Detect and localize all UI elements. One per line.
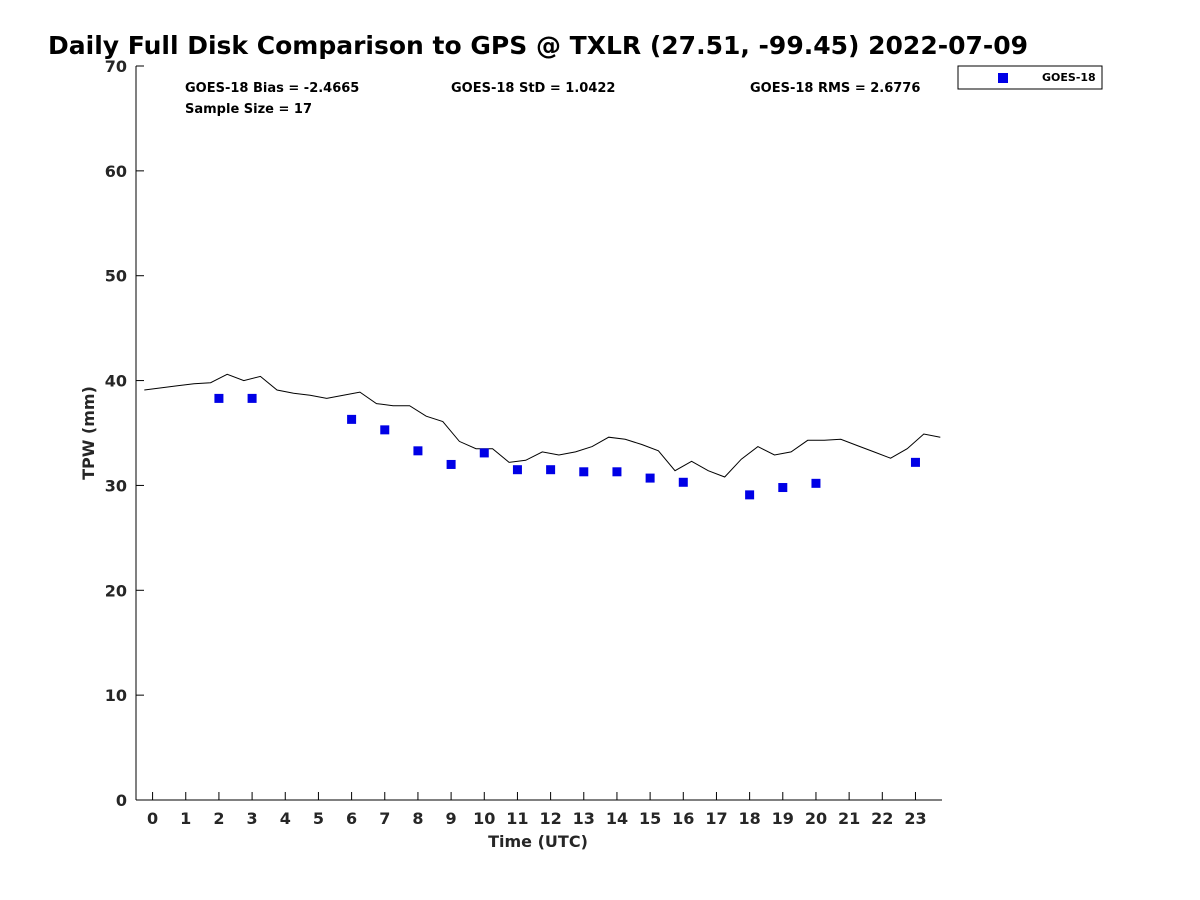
goes18-point <box>811 478 821 488</box>
y-tick-label: 30 <box>105 476 127 495</box>
bias-stat: GOES-18 Bias = -2.4665 <box>185 81 359 96</box>
x-tick-label: 1 <box>180 809 191 828</box>
goes18-point <box>446 459 456 469</box>
goes18-point <box>546 465 556 475</box>
legend-label: GOES-18 <box>1042 71 1096 84</box>
y-tick-label: 60 <box>105 162 127 181</box>
x-tick-label: 20 <box>805 809 827 828</box>
y-tick-label: 40 <box>105 372 127 391</box>
y-tick-label: 70 <box>105 57 127 76</box>
goes18-point <box>579 467 589 477</box>
y-tick-label: 10 <box>105 686 127 705</box>
goes18-point <box>247 393 257 403</box>
x-ticks: 0 1 2 3 4 5 6 7 8 9 10 11 12 13 14 15 16 17 18 19 20 21 22 23 <box>147 792 927 828</box>
x-tick-label: 9 <box>446 809 457 828</box>
gps-line-series <box>144 373 941 478</box>
rms-stat: GOES-18 RMS = 2.6776 <box>750 81 920 96</box>
x-tick-label: 14 <box>606 809 628 828</box>
goes18-point <box>910 457 920 467</box>
goes18-point <box>347 414 357 424</box>
goes18-point <box>645 473 655 483</box>
goes18-point <box>745 490 755 500</box>
x-tick-label: 10 <box>473 809 495 828</box>
goes18-point <box>380 425 390 435</box>
x-tick-label: 4 <box>280 809 291 828</box>
goes18-point <box>479 448 489 458</box>
x-tick-label: 11 <box>506 809 528 828</box>
y-ticks: 0 10 20 30 40 50 60 70 <box>105 57 144 810</box>
legend: GOES-18 <box>957 65 1103 90</box>
y-tick-label: 20 <box>105 581 127 600</box>
goes18-point <box>612 467 622 477</box>
x-tick-label: 16 <box>672 809 694 828</box>
x-tick-label: 21 <box>838 809 860 828</box>
gps-line <box>144 373 941 478</box>
x-tick-label: 23 <box>904 809 926 828</box>
sample-size-stat: Sample Size = 17 <box>185 102 312 117</box>
x-tick-label: 2 <box>213 809 224 828</box>
goes18-point <box>678 477 688 487</box>
x-tick-label: 0 <box>147 809 158 828</box>
x-axis-label: Time (UTC) <box>488 832 588 851</box>
chart-title: Daily Full Disk Comparison to GPS @ TXLR… <box>48 31 1028 60</box>
x-tick-label: 3 <box>247 809 258 828</box>
x-tick-label: 18 <box>738 809 760 828</box>
y-axis-label: TPW (mm) <box>79 386 98 480</box>
y-tick-label: 0 <box>116 791 127 810</box>
plot-area <box>135 66 942 801</box>
goes18-point <box>413 446 423 456</box>
goes18-points <box>214 393 920 500</box>
x-tick-label: 15 <box>639 809 661 828</box>
goes18-point <box>778 483 788 493</box>
x-tick-label: 12 <box>539 809 561 828</box>
legend-box <box>957 65 1103 90</box>
goes18-point <box>512 465 522 475</box>
x-tick-label: 5 <box>313 809 324 828</box>
legend-marker <box>998 73 1008 83</box>
x-tick-label: 13 <box>573 809 595 828</box>
x-tick-label: 19 <box>772 809 794 828</box>
x-tick-label: 7 <box>379 809 390 828</box>
x-tick-label: 22 <box>871 809 893 828</box>
std-stat: GOES-18 StD = 1.0422 <box>451 81 615 96</box>
x-tick-label: 17 <box>705 809 727 828</box>
x-tick-label: 6 <box>346 809 357 828</box>
goes18-point <box>214 393 224 403</box>
x-tick-label: 8 <box>412 809 423 828</box>
y-tick-label: 50 <box>105 267 127 286</box>
